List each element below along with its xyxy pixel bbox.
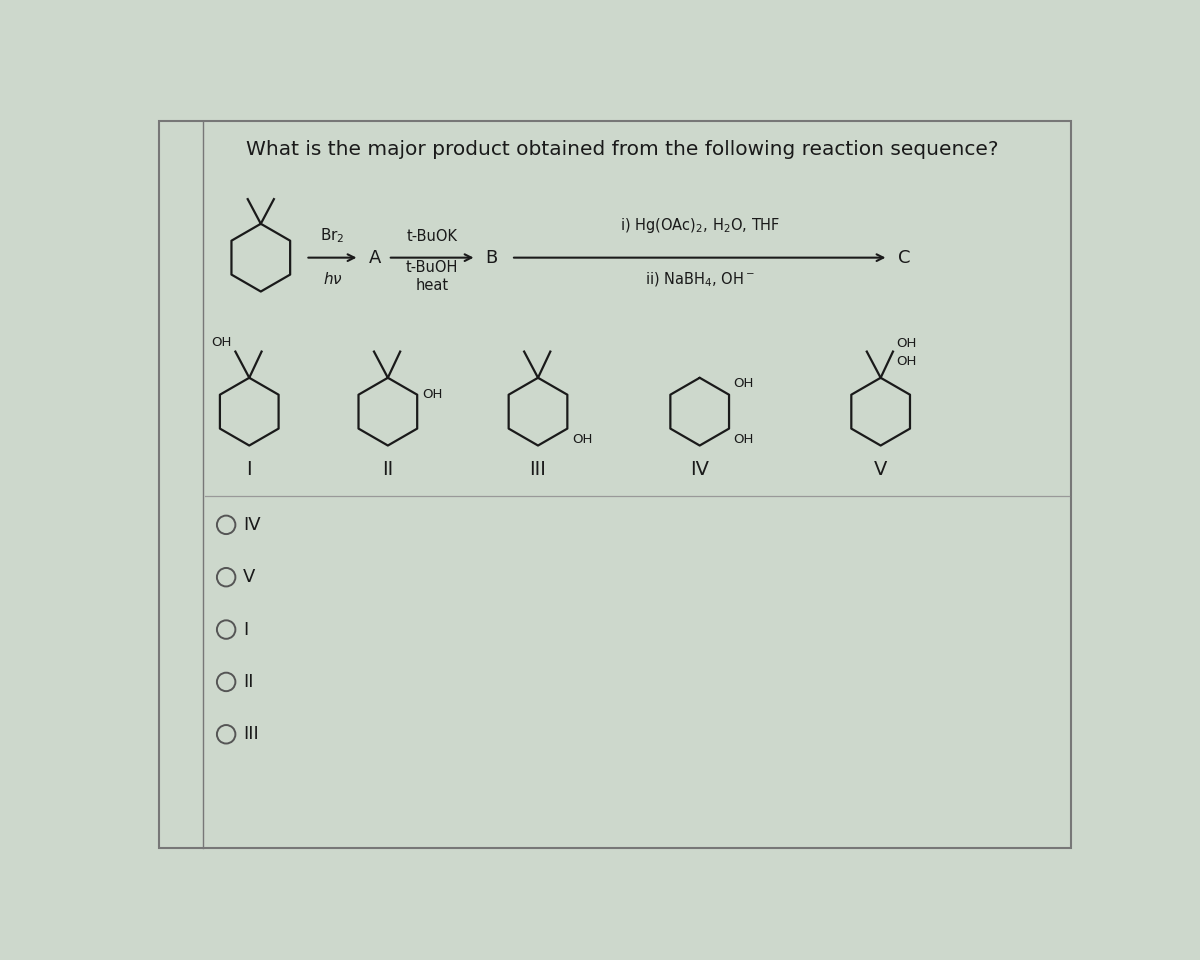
- Text: IV: IV: [244, 516, 260, 534]
- Text: I: I: [246, 460, 252, 479]
- Text: V: V: [244, 568, 256, 587]
- Text: i) Hg(OAc)$_2$, H$_2$O, THF: i) Hg(OAc)$_2$, H$_2$O, THF: [619, 216, 780, 234]
- Text: III: III: [244, 726, 259, 743]
- Text: heat: heat: [415, 278, 449, 294]
- Text: $\mathrm{Br_2}$: $\mathrm{Br_2}$: [320, 226, 344, 245]
- Text: IV: IV: [690, 460, 709, 479]
- Text: OH: OH: [422, 388, 442, 401]
- Text: II: II: [383, 460, 394, 479]
- Text: I: I: [244, 620, 248, 638]
- Text: OH: OH: [211, 335, 232, 348]
- Text: OH: OH: [572, 433, 593, 446]
- Text: What is the major product obtained from the following reaction sequence?: What is the major product obtained from …: [246, 140, 998, 159]
- Text: II: II: [244, 673, 253, 691]
- Text: V: V: [874, 460, 887, 479]
- Text: ii) NaBH$_4$, OH$^-$: ii) NaBH$_4$, OH$^-$: [644, 271, 755, 289]
- Text: OH: OH: [896, 355, 917, 368]
- Text: OH: OH: [733, 433, 754, 446]
- Text: t-BuOK: t-BuOK: [407, 228, 457, 244]
- Text: C: C: [899, 249, 911, 267]
- Text: t-BuOH: t-BuOH: [406, 260, 458, 275]
- Text: B: B: [486, 249, 498, 267]
- Text: OH: OH: [733, 377, 754, 390]
- Text: $h\nu$: $h\nu$: [323, 271, 342, 287]
- Text: OH: OH: [896, 337, 917, 350]
- Text: A: A: [368, 249, 380, 267]
- Text: III: III: [529, 460, 546, 479]
